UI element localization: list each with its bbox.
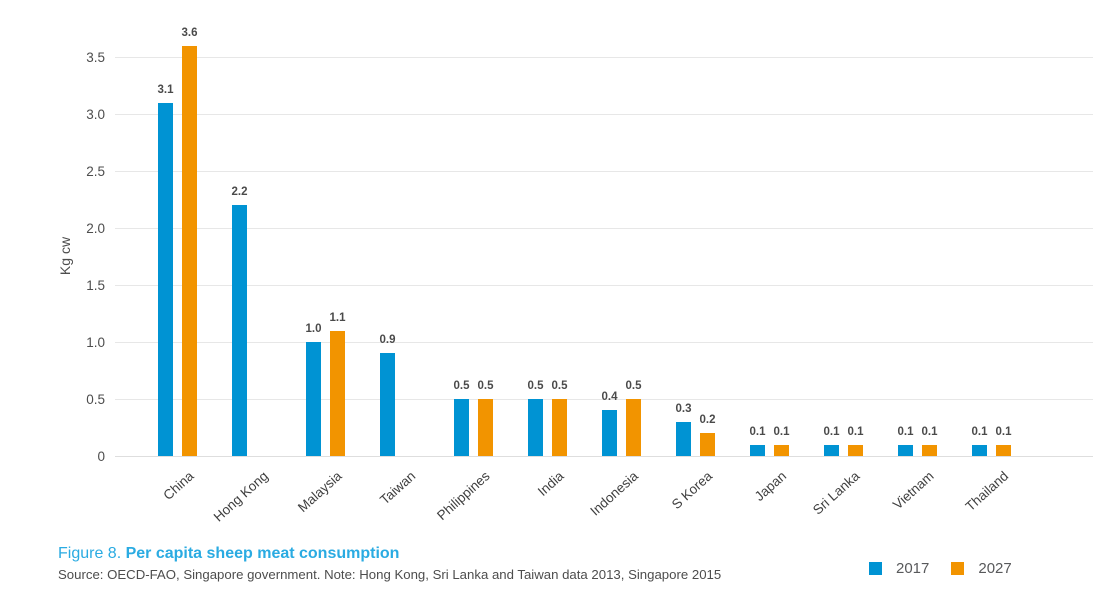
bar-2027-vietnam [922,444,937,456]
bar-value-2017-thailand: 0.1 [971,425,988,438]
figure-number: Figure 8. [58,545,126,562]
bar-value-2017-sri-lanka: 0.1 [823,425,840,438]
x-label-taiwan: Taiwan [377,468,419,508]
x-label-sri-lanka: Sri Lanka [810,468,863,518]
y-tick-2.5: 2.5 [86,163,105,179]
bar-value-2017-china: 3.1 [157,83,174,96]
x-label-thailand: Thailand [962,468,1011,515]
bar-2017-s-korea [676,421,691,456]
y-tick-0: 0 [97,448,105,464]
bar-2017-malaysia [306,342,321,456]
bar-2027-malaysia [330,330,345,456]
plot-area: 0 0.5 1.0 1.5 2.0 2.5 3.0 3.5 3.1 3.6 China 2.2 Hong… [86,27,1093,525]
bar-2017-vietnam [898,444,913,456]
gridline-2.5 [115,170,1093,172]
legend-swatch-2027 [951,561,965,575]
bar-value-2017-taiwan: 0.9 [379,334,396,347]
x-label-china: China [160,468,197,504]
bar-2017-thailand [972,444,987,456]
gridline-3.0 [115,113,1093,115]
x-label-malaysia: Malaysia [295,468,345,516]
figure-caption: Figure 8. Per capita sheep meat consumpt… [58,544,399,563]
x-label-hong-kong: Hong Kong [210,468,271,525]
bar-value-2017-japan: 0.1 [749,425,766,438]
y-tick-2.0: 2.0 [86,220,105,236]
y-tick-3.5: 3.5 [86,49,105,65]
gridline-1.0 [115,341,1093,343]
bar-value-2017-s-korea: 0.3 [675,402,692,415]
x-label-vietnam: Vietnam [890,468,937,513]
y-tick-1.0: 1.0 [86,334,105,350]
bar-value-2017-india: 0.5 [527,380,544,392]
bar-value-2027-india: 0.5 [551,380,568,392]
bar-value-2027-philippines: 0.5 [477,380,494,392]
bar-2027-philippines [478,399,493,456]
gridline-0.5 [115,398,1093,400]
legend-label-2027: 2027 [978,559,1012,577]
bar-value-2027-malaysia: 1.1 [329,311,346,324]
bar-2017-china [158,102,173,456]
bar-value-2017-vietnam: 0.1 [897,425,914,438]
y-tick-0.5: 0.5 [86,391,105,407]
bar-2027-japan [774,444,789,456]
bar-2027-india [552,399,567,456]
x-label-japan: Japan [751,468,789,505]
legend: 2017 2027 [869,559,1012,577]
bar-2017-philippines [454,399,469,456]
bar-value-2027-thailand: 0.1 [995,425,1012,438]
bar-2017-indonesia [602,410,617,456]
bar-2027-china [182,45,197,456]
bar-value-2027-indonesia: 0.5 [625,380,642,392]
bar-2017-hong-kong [232,205,247,456]
bar-2027-s-korea [700,433,715,456]
y-tick-1.5: 1.5 [86,277,105,293]
bar-2027-sri-lanka [848,444,863,456]
y-tick-3.0: 3.0 [86,106,105,122]
legend-label-2017: 2017 [896,559,930,577]
bar-value-2027-china: 3.6 [181,26,198,39]
x-label-india: India [535,468,567,499]
gridline-0 [115,455,1093,457]
bar-value-2027-sri-lanka: 0.1 [847,425,864,438]
bar-value-2017-indonesia: 0.4 [601,391,618,404]
bar-2017-taiwan [380,353,395,456]
bar-2027-indonesia [626,399,641,456]
figure-title: Per capita sheep meat consumption [125,545,400,562]
bar-value-2027-japan: 0.1 [773,425,790,438]
x-label-philippines: Philippines [434,468,493,524]
bar-value-2017-hong-kong: 2.2 [231,186,248,199]
y-axis-title: Kg cw [57,236,73,276]
x-label-s-korea: S Korea [668,468,715,513]
legend-swatch-2017 [869,561,882,575]
bar-2017-japan [750,444,765,456]
bar-2017-sri-lanka [824,444,839,456]
bar-value-2017-philippines: 0.5 [453,380,470,392]
bar-value-2017-malaysia: 1.0 [305,323,322,335]
gridline-1.5 [115,284,1093,286]
bar-2027-thailand [996,444,1011,456]
gridline-3.5 [115,56,1093,58]
gridline-2.0 [115,227,1093,229]
bar-value-2027-s-korea: 0.2 [699,414,716,427]
source-note: Source: OECD-FAO, Singapore government. … [58,567,722,582]
bar-2017-india [528,399,543,456]
x-label-indonesia: Indonesia [587,468,641,519]
bar-value-2027-vietnam: 0.1 [921,425,938,438]
